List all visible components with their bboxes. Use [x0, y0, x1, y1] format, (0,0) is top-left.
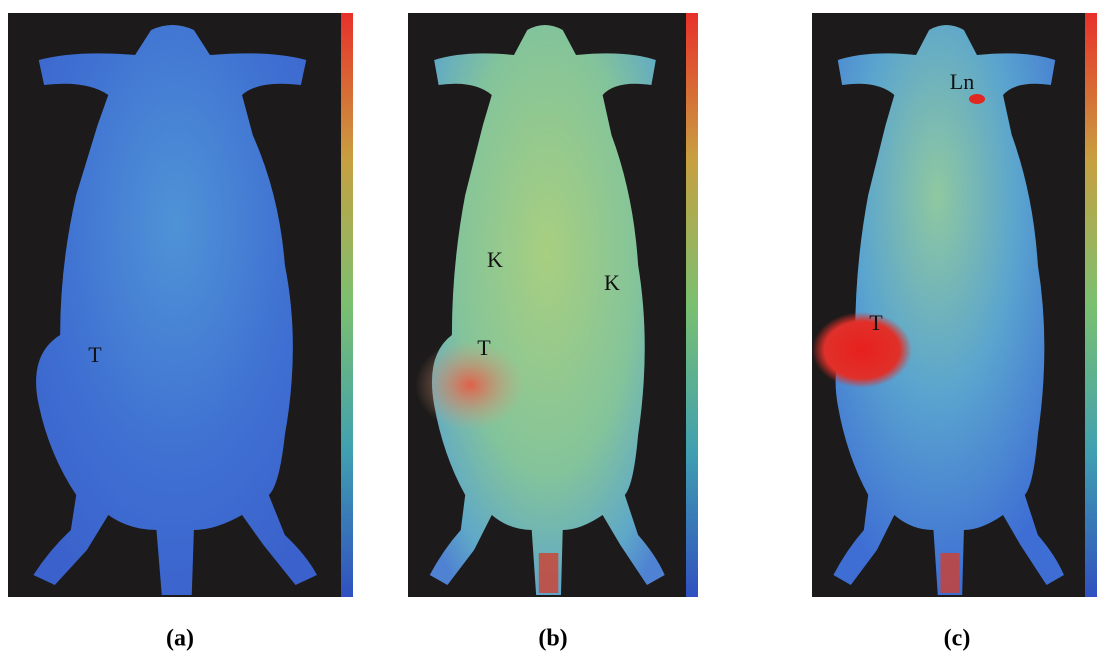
- image-panel: Ln T (c): [812, 13, 1097, 652]
- hot-spot: [812, 312, 912, 388]
- region-label: T: [88, 342, 102, 367]
- region-label: T: [477, 335, 491, 360]
- color-bar: [341, 13, 353, 597]
- image-panel: T (a): [8, 13, 353, 652]
- tail-signal: [539, 553, 559, 593]
- color-bar: [686, 13, 698, 597]
- region-label: K: [604, 270, 620, 295]
- lymph-node-spot: [969, 94, 985, 104]
- region-label: Ln: [950, 69, 974, 94]
- panel-caption: (a): [166, 626, 194, 652]
- page: {"panels": [ {"label": "(a)", "annotatio…: [0, 0, 1105, 661]
- panel-caption: (b): [538, 626, 567, 652]
- image-panel: K K T (b): [408, 13, 698, 652]
- figure: T (a) K K T (b) Ln T (c): [0, 0, 1105, 661]
- region-label: K: [487, 247, 503, 272]
- tail-signal: [940, 553, 959, 593]
- color-bar: [1085, 13, 1097, 597]
- region-label: T: [869, 310, 883, 335]
- panel-caption: (c): [944, 626, 971, 652]
- hot-spot: [415, 340, 525, 430]
